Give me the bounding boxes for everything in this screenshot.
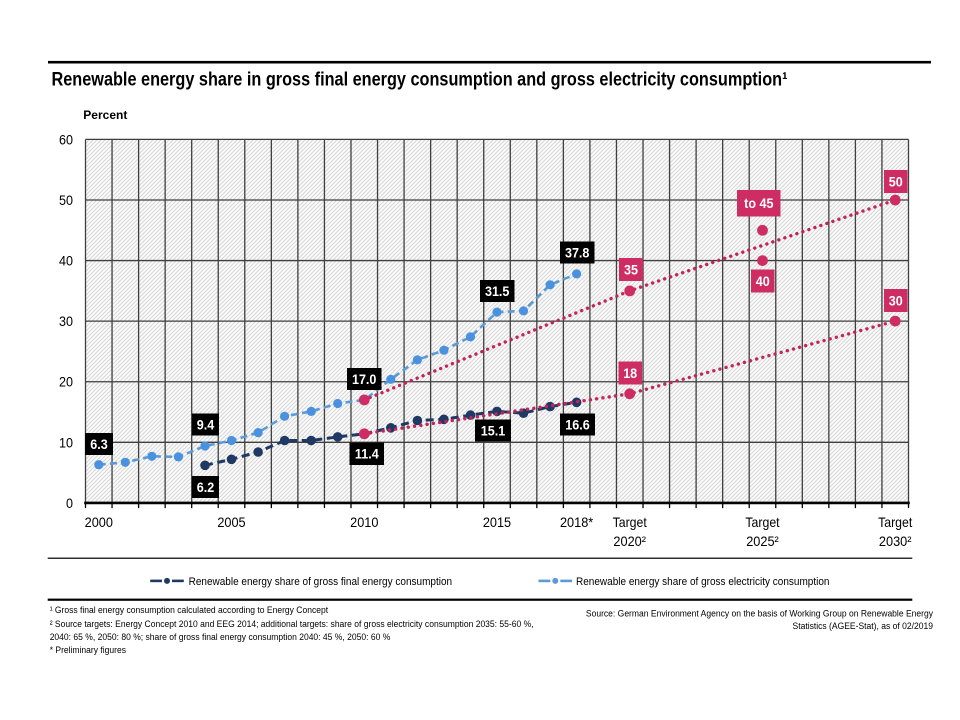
svg-text:Percent: Percent [83, 108, 127, 122]
svg-text:¹ Gross final energy consumpti: ¹ Gross final energy consumption calcula… [50, 605, 329, 616]
svg-text:50: 50 [59, 192, 73, 208]
svg-text:17.0: 17.0 [352, 372, 377, 387]
svg-text:* Preliminary figures: * Preliminary figures [50, 645, 126, 656]
svg-text:30: 30 [59, 313, 73, 329]
svg-text:2018*: 2018* [560, 514, 594, 530]
svg-text:31.5: 31.5 [485, 284, 510, 299]
svg-text:37.8: 37.8 [565, 245, 590, 260]
svg-text:Renewable energy share of gros: Renewable energy share of gross final en… [189, 576, 453, 588]
svg-text:20: 20 [59, 374, 73, 390]
svg-text:2040: 65 %, 2050: 80 %; share: 2040: 65 %, 2050: 80 %; share of gross f… [50, 632, 391, 643]
svg-text:2025²: 2025² [746, 533, 779, 549]
svg-text:2000: 2000 [85, 514, 113, 530]
svg-text:2005: 2005 [217, 514, 245, 530]
svg-text:Target: Target [613, 514, 647, 530]
svg-text:35: 35 [624, 262, 638, 277]
svg-text:to 45: to 45 [744, 196, 774, 211]
svg-text:50: 50 [889, 174, 903, 189]
svg-text:² Source targets: Energy Conce: ² Source targets: Energy Concept 2010 an… [50, 619, 534, 630]
svg-text:16.6: 16.6 [565, 417, 590, 432]
svg-text:40: 40 [59, 253, 73, 269]
svg-text:2010: 2010 [350, 514, 378, 530]
svg-text:40: 40 [756, 274, 770, 289]
svg-text:6.3: 6.3 [90, 437, 108, 452]
svg-text:9.4: 9.4 [197, 417, 215, 432]
svg-text:Renewable energy share of gros: Renewable energy share of gross electric… [576, 576, 830, 588]
svg-text:18: 18 [623, 366, 637, 381]
svg-text:60: 60 [59, 131, 73, 147]
svg-text:2015: 2015 [483, 514, 511, 530]
svg-text:0: 0 [66, 495, 73, 511]
svg-text:10: 10 [59, 434, 73, 450]
svg-text:Statistics (AGEE-Stat), as of: Statistics (AGEE-Stat), as of 02/2019 [793, 621, 934, 632]
svg-text:Target: Target [745, 514, 779, 530]
svg-text:15.1: 15.1 [481, 423, 506, 438]
svg-text:11.4: 11.4 [355, 447, 379, 462]
svg-text:Source: German Environment Age: Source: German Environment Agency on the… [586, 608, 933, 619]
svg-text:Target: Target [878, 514, 912, 530]
svg-text:30: 30 [889, 293, 903, 308]
svg-text:2030²: 2030² [879, 533, 912, 549]
svg-text:2020²: 2020² [613, 533, 646, 549]
svg-text:6.2: 6.2 [197, 480, 215, 495]
svg-text:Renewable energy share in gros: Renewable energy share in gross final en… [52, 68, 788, 90]
